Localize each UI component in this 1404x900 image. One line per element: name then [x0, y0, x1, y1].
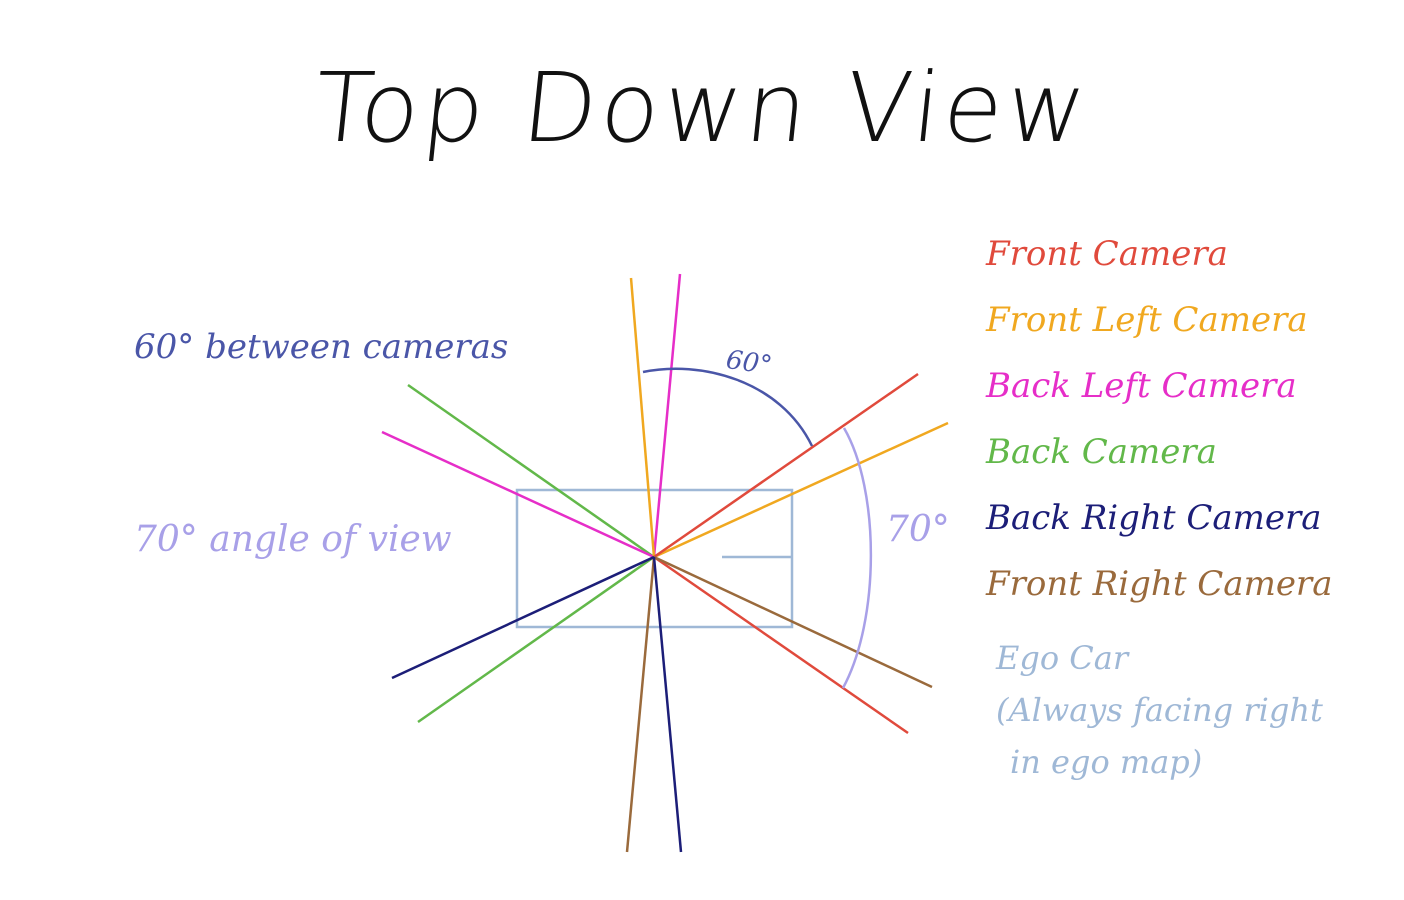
arc-70-label: 70°: [886, 509, 950, 550]
arc-70-degrees: [841, 427, 873, 689]
front-camera-ray-1: [653, 372, 919, 559]
camera-rays: [381, 273, 949, 853]
ego-car-label: Ego Car: [996, 639, 1129, 677]
page-title: Top Down View: [308, 52, 1096, 164]
legend-back-right-camera: Back Right Camera: [986, 498, 1322, 538]
legend-front-camera: Front Camera: [986, 234, 1228, 274]
arc-60-label: 60°: [724, 344, 774, 382]
camera-legend: Front Camera Front Left Camera Back Left…: [986, 228, 1386, 624]
legend-back-camera: Back Camera: [986, 432, 1217, 472]
front-right-camera-ray-1: [653, 555, 933, 689]
legend-back-left-camera: Back Left Camera: [986, 366, 1297, 406]
back-camera-ray-1: [407, 383, 655, 559]
angle-of-view-note: 70° angle of view: [134, 519, 452, 560]
back-right-camera-ray-1: [652, 556, 683, 853]
between-cameras-note: 60° between cameras: [134, 327, 509, 367]
front-left-camera-ray-1: [629, 277, 656, 558]
back-left-camera-ray-2: [652, 273, 682, 558]
legend-front-right-camera: Front Right Camera: [986, 564, 1333, 604]
back-camera-ray-2: [417, 555, 655, 724]
legend-front-left-camera: Front Left Camera: [986, 300, 1308, 340]
ego-car-note-line-2: in ego map): [1010, 743, 1203, 781]
ego-car-note-line-1: (Always facing right: [996, 691, 1323, 729]
ego-car-body: [515, 488, 794, 629]
ego-car-shape: [515, 488, 794, 629]
front-camera-ray-2: [653, 555, 909, 735]
back-left-camera-ray-1: [381, 430, 655, 559]
ego-car-legend: Ego Car (Always facing right in ego map): [996, 632, 1323, 788]
back-right-camera-ray-2: [391, 555, 655, 680]
front-right-camera-ray-2: [625, 556, 656, 853]
arc-60-degrees: [642, 367, 814, 447]
front-left-camera-ray-2: [653, 421, 949, 559]
